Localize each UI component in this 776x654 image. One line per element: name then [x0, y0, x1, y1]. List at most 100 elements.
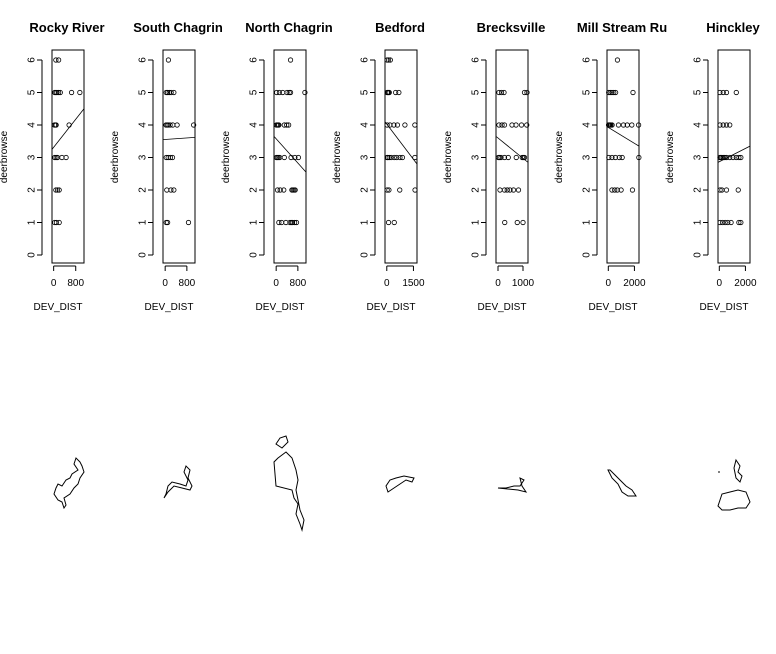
- y-tick-label: 1: [27, 219, 38, 225]
- data-point: [284, 122, 290, 128]
- plot-box: [51, 49, 85, 264]
- x-axis-label: DEV_DIST: [700, 302, 749, 313]
- reservation-outline-map: [717, 458, 751, 511]
- data-point: [719, 219, 726, 226]
- panel-title: South Chagrin: [133, 20, 223, 35]
- panel-title: North Chagrin: [245, 20, 332, 35]
- data-point: [191, 122, 197, 128]
- data-point: [293, 219, 300, 226]
- panel-title: Rocky River: [29, 20, 104, 35]
- data-point: [496, 89, 502, 96]
- data-point: [302, 89, 308, 96]
- y-axis-label: deerbrowse: [110, 130, 121, 183]
- data-point: [612, 154, 618, 161]
- panel-title: Mill Stream Ru: [577, 20, 667, 35]
- data-point: [63, 154, 69, 161]
- data-point: [169, 154, 176, 161]
- data-point: [615, 122, 622, 128]
- data-point: [620, 122, 627, 128]
- x-axis-label: DEV_DIST: [34, 302, 83, 313]
- data-point: [278, 219, 285, 226]
- data-point: [295, 154, 302, 161]
- reservation-outline-map: [497, 477, 528, 493]
- data-point: [515, 187, 522, 193]
- y-tick-label: 6: [693, 57, 704, 63]
- x-tick-label: 0: [384, 278, 390, 289]
- y-tick-label: 0: [582, 252, 593, 258]
- y-tick-label: 3: [360, 154, 371, 160]
- y-tick-label: 1: [360, 219, 371, 225]
- data-point: [56, 57, 62, 63]
- y-tick-label: 5: [693, 89, 704, 95]
- data-point: [613, 89, 619, 96]
- data-point: [276, 122, 282, 128]
- x-tick-label: 0: [717, 278, 723, 289]
- y-tick-label: 3: [249, 154, 260, 160]
- data-point: [496, 122, 502, 128]
- data-point: [385, 219, 392, 226]
- data-point: [399, 154, 406, 161]
- data-point: [725, 219, 731, 226]
- data-point: [397, 154, 403, 161]
- scatter-panel: Rocky River 0 1 2 3 4 5 6 deerbrowse 0 800 DEV_DIST: [0, 20, 105, 313]
- data-point: [498, 89, 505, 96]
- y-tick-label: 1: [693, 219, 704, 225]
- scatter-panel: Mill Stream Ru 0 1 2 3 4 5 6 deerbrowse 0 2000 DEV_…: [554, 20, 667, 313]
- x-tick-label: 800: [290, 278, 307, 289]
- plot-box: [273, 49, 307, 264]
- data-point: [735, 187, 741, 193]
- data-point: [520, 219, 526, 226]
- data-point: [736, 154, 742, 161]
- data-point: [274, 89, 280, 96]
- y-tick-label: 5: [249, 89, 260, 95]
- data-point: [636, 122, 642, 128]
- data-point: [384, 57, 390, 63]
- y-tick-label: 4: [693, 122, 704, 128]
- data-point: [509, 122, 515, 128]
- x-tick-label: 800: [179, 278, 196, 289]
- scatter-panel: Bedford 0 1 2 3 4 5 6 deerbrowse 0 1500 DEV_DIST: [332, 20, 425, 313]
- data-point: [394, 122, 401, 128]
- y-tick-label: 2: [249, 187, 260, 193]
- y-tick-label: 4: [138, 122, 149, 128]
- data-point: [514, 219, 520, 226]
- data-point: [56, 187, 62, 193]
- y-tick-label: 6: [249, 57, 260, 63]
- scatter-panel: North Chagrin 0 1 2 3 4 5 6 deerbrowse 0 800 DEV_DI…: [221, 20, 333, 313]
- x-axis-label: DEV_DIST: [589, 302, 638, 313]
- data-point: [66, 122, 72, 128]
- data-point: [636, 154, 642, 161]
- y-tick-label: 3: [582, 154, 593, 160]
- y-tick-label: 3: [471, 154, 482, 160]
- data-point: [174, 122, 180, 128]
- regression-line: [384, 121, 418, 165]
- data-point: [53, 122, 59, 128]
- data-point: [386, 89, 392, 96]
- data-point: [521, 89, 528, 96]
- data-point: [281, 187, 287, 193]
- data-point: [170, 122, 176, 128]
- y-tick-label: 5: [27, 89, 38, 95]
- panel-title: Brecksville: [477, 20, 546, 35]
- data-point: [723, 89, 730, 96]
- y-tick-label: 0: [249, 252, 260, 258]
- data-point: [384, 122, 390, 128]
- y-tick-label: 5: [360, 89, 371, 95]
- data-point: [717, 89, 723, 96]
- data-point: [56, 219, 62, 226]
- data-point: [387, 57, 393, 63]
- data-point: [497, 187, 503, 193]
- data-point: [722, 219, 728, 226]
- data-point: [412, 122, 418, 128]
- data-point: [507, 187, 513, 193]
- data-point: [167, 154, 173, 161]
- data-point: [393, 89, 399, 96]
- y-axis-label: deerbrowse: [665, 130, 676, 183]
- x-tick-label: 2000: [623, 278, 646, 289]
- data-point: [56, 89, 62, 96]
- data-point: [518, 122, 525, 128]
- data-point: [505, 154, 511, 161]
- data-point: [501, 187, 508, 193]
- plot-box: [495, 49, 529, 264]
